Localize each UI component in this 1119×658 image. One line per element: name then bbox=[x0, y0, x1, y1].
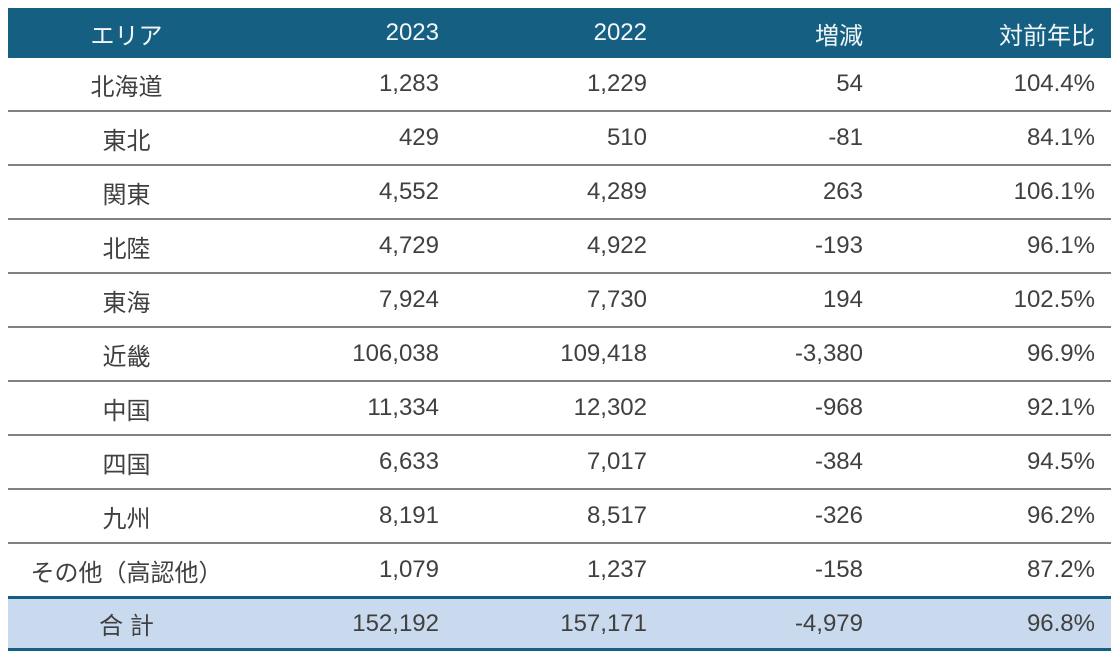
total-2022-cell: 157,171 bbox=[455, 596, 663, 651]
diff-cell: -193 bbox=[663, 219, 879, 274]
ratio-cell: 96.9% bbox=[879, 327, 1111, 382]
area-cell: その他（高認他） bbox=[8, 543, 245, 599]
diff-cell: 54 bbox=[663, 58, 879, 112]
value-2023-cell: 8,191 bbox=[245, 489, 455, 544]
area-cell: 近畿 bbox=[8, 327, 245, 382]
value-2023-cell: 4,729 bbox=[245, 219, 455, 274]
table-row: その他（高認他） 1,079 1,237 -158 87.2% bbox=[8, 543, 1111, 599]
total-ratio-cell: 96.8% bbox=[879, 596, 1111, 651]
diff-cell: -968 bbox=[663, 381, 879, 436]
area-cell: 九州 bbox=[8, 489, 245, 544]
value-2023-cell: 429 bbox=[245, 111, 455, 166]
value-2022-cell: 7,730 bbox=[455, 273, 663, 328]
value-2022-cell: 12,302 bbox=[455, 381, 663, 436]
area-cell: 中国 bbox=[8, 381, 245, 436]
area-cell: 関東 bbox=[8, 165, 245, 220]
value-2023-cell: 106,038 bbox=[245, 327, 455, 382]
diff-cell: -384 bbox=[663, 435, 879, 490]
column-header-2023: 2023 bbox=[245, 8, 455, 58]
column-header-area: エリア bbox=[8, 8, 245, 58]
header-row: エリア 2023 2022 増減 対前年比 bbox=[8, 8, 1111, 58]
value-2022-cell: 8,517 bbox=[455, 489, 663, 544]
column-header-diff: 増減 bbox=[663, 8, 879, 58]
table-body: 北海道 1,283 1,229 54 104.4% 東北 429 510 -81 84.1% 関東 4… bbox=[8, 58, 1111, 599]
value-2022-cell: 1,237 bbox=[455, 543, 663, 599]
value-2022-cell: 510 bbox=[455, 111, 663, 166]
table-row: 北陸 4,729 4,922 -193 96.1% bbox=[8, 219, 1111, 274]
ratio-cell: 92.1% bbox=[879, 381, 1111, 436]
table-header: エリア 2023 2022 増減 対前年比 bbox=[8, 8, 1111, 58]
value-2023-cell: 4,552 bbox=[245, 165, 455, 220]
value-2022-cell: 4,289 bbox=[455, 165, 663, 220]
value-2022-cell: 4,922 bbox=[455, 219, 663, 274]
table-row: 九州 8,191 8,517 -326 96.2% bbox=[8, 489, 1111, 544]
table-row: 近畿 106,038 109,418 -3,380 96.9% bbox=[8, 327, 1111, 382]
area-cell: 東海 bbox=[8, 273, 245, 328]
area-cell: 北海道 bbox=[8, 58, 245, 112]
value-2022-cell: 109,418 bbox=[455, 327, 663, 382]
ratio-cell: 106.1% bbox=[879, 165, 1111, 220]
area-cell: 北陸 bbox=[8, 219, 245, 274]
table-footer: 合 計 152,192 157,171 -4,979 96.8% bbox=[8, 596, 1111, 651]
table-row: 東海 7,924 7,730 194 102.5% bbox=[8, 273, 1111, 328]
total-2023-cell: 152,192 bbox=[245, 596, 455, 651]
total-row: 合 計 152,192 157,171 -4,979 96.8% bbox=[8, 596, 1111, 651]
value-2022-cell: 1,229 bbox=[455, 58, 663, 112]
table-row: 関東 4,552 4,289 263 106.1% bbox=[8, 165, 1111, 220]
value-2023-cell: 1,283 bbox=[245, 58, 455, 112]
ratio-cell: 102.5% bbox=[879, 273, 1111, 328]
ratio-cell: 94.5% bbox=[879, 435, 1111, 490]
ratio-cell: 104.4% bbox=[879, 58, 1111, 112]
table-row: 北海道 1,283 1,229 54 104.4% bbox=[8, 58, 1111, 112]
ratio-cell: 96.2% bbox=[879, 489, 1111, 544]
area-cell: 東北 bbox=[8, 111, 245, 166]
column-header-ratio: 対前年比 bbox=[879, 8, 1111, 58]
table-row: 中国 11,334 12,302 -968 92.1% bbox=[8, 381, 1111, 436]
column-header-2022: 2022 bbox=[455, 8, 663, 58]
diff-cell: 194 bbox=[663, 273, 879, 328]
value-2022-cell: 7,017 bbox=[455, 435, 663, 490]
value-2023-cell: 11,334 bbox=[245, 381, 455, 436]
diff-cell: -326 bbox=[663, 489, 879, 544]
value-2023-cell: 6,633 bbox=[245, 435, 455, 490]
ratio-cell: 87.2% bbox=[879, 543, 1111, 599]
diff-cell: -3,380 bbox=[663, 327, 879, 382]
total-diff-cell: -4,979 bbox=[663, 596, 879, 651]
area-summary-table: エリア 2023 2022 増減 対前年比 北海道 1,283 1,229 54 104… bbox=[8, 8, 1111, 651]
ratio-cell: 84.1% bbox=[879, 111, 1111, 166]
value-2023-cell: 1,079 bbox=[245, 543, 455, 599]
table-row: 四国 6,633 7,017 -384 94.5% bbox=[8, 435, 1111, 490]
diff-cell: -158 bbox=[663, 543, 879, 599]
value-2023-cell: 7,924 bbox=[245, 273, 455, 328]
table-row: 東北 429 510 -81 84.1% bbox=[8, 111, 1111, 166]
diff-cell: 263 bbox=[663, 165, 879, 220]
area-cell: 四国 bbox=[8, 435, 245, 490]
diff-cell: -81 bbox=[663, 111, 879, 166]
ratio-cell: 96.1% bbox=[879, 219, 1111, 274]
total-label-cell: 合 計 bbox=[8, 596, 245, 651]
